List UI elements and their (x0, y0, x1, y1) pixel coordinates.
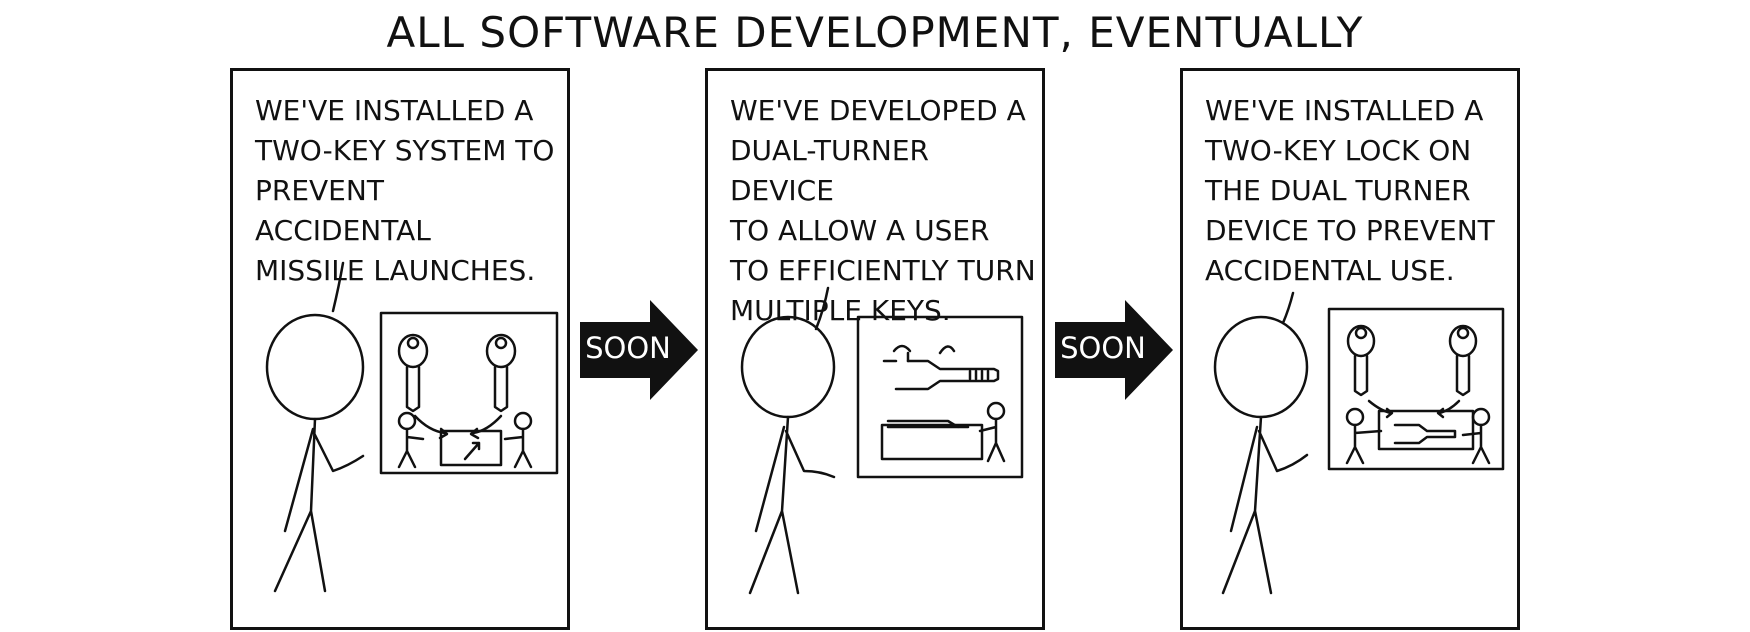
speech-tail (1281, 291, 1295, 325)
panel-1-drawing (265, 261, 559, 593)
launch-console (439, 429, 503, 467)
stick-figure-body (273, 417, 365, 593)
soon-arrow-2 (1055, 300, 1173, 400)
comic-panel-3: WE'VE INSTALLED A TWO-KEY LOCK ON THE DU… (1180, 68, 1520, 630)
panel-3-caption: WE'VE INSTALLED A TWO-KEY LOCK ON THE DU… (1205, 94, 1495, 287)
panel-3-drawing (1213, 291, 1505, 595)
panel-2-drawing (740, 286, 1024, 595)
poster (1327, 307, 1505, 471)
soon-label-2: SOON (1060, 331, 1146, 365)
stick-figure-body (748, 415, 836, 595)
comic-panel-2: WE'VE DEVELOPED A DUAL-TURNER DEVICE TO … (705, 68, 1045, 630)
key-icon (397, 333, 429, 413)
rocket-icon (463, 441, 481, 461)
stick-figure (503, 411, 533, 469)
key-icon (1346, 324, 1376, 397)
console-with-device (880, 423, 984, 461)
stick-figure-head (1213, 315, 1309, 419)
key-icon (485, 333, 517, 413)
soon-label-1: SOON (585, 331, 671, 365)
panel-2-caption: WE'VE DEVELOPED A DUAL-TURNER DEVICE TO … (730, 94, 1036, 327)
stick-figure (978, 401, 1006, 463)
stick-figure (1461, 407, 1491, 465)
stick-figure (397, 411, 425, 469)
dual-turner-device-icon (882, 344, 1000, 391)
comic-panel-1: WE'VE INSTALLED A TWO-KEY SYSTEM TO PREV… (230, 68, 570, 630)
poster (379, 311, 559, 475)
stick-figure-head (265, 313, 365, 421)
key-icon (1448, 324, 1478, 397)
speech-tail (331, 261, 345, 313)
poster (856, 315, 1024, 479)
stick-figure-body (1221, 415, 1309, 595)
soon-arrow-1 (580, 300, 698, 400)
panel-1-caption: WE'VE INSTALLED A TWO-KEY SYSTEM TO PREV… (255, 94, 555, 287)
stick-figure-head (740, 315, 836, 419)
stick-figure (1345, 407, 1383, 465)
comic-title: ALL SOFTWARE DEVELOPMENT, EVENTUALLY (386, 8, 1364, 57)
speech-tail (814, 286, 830, 331)
